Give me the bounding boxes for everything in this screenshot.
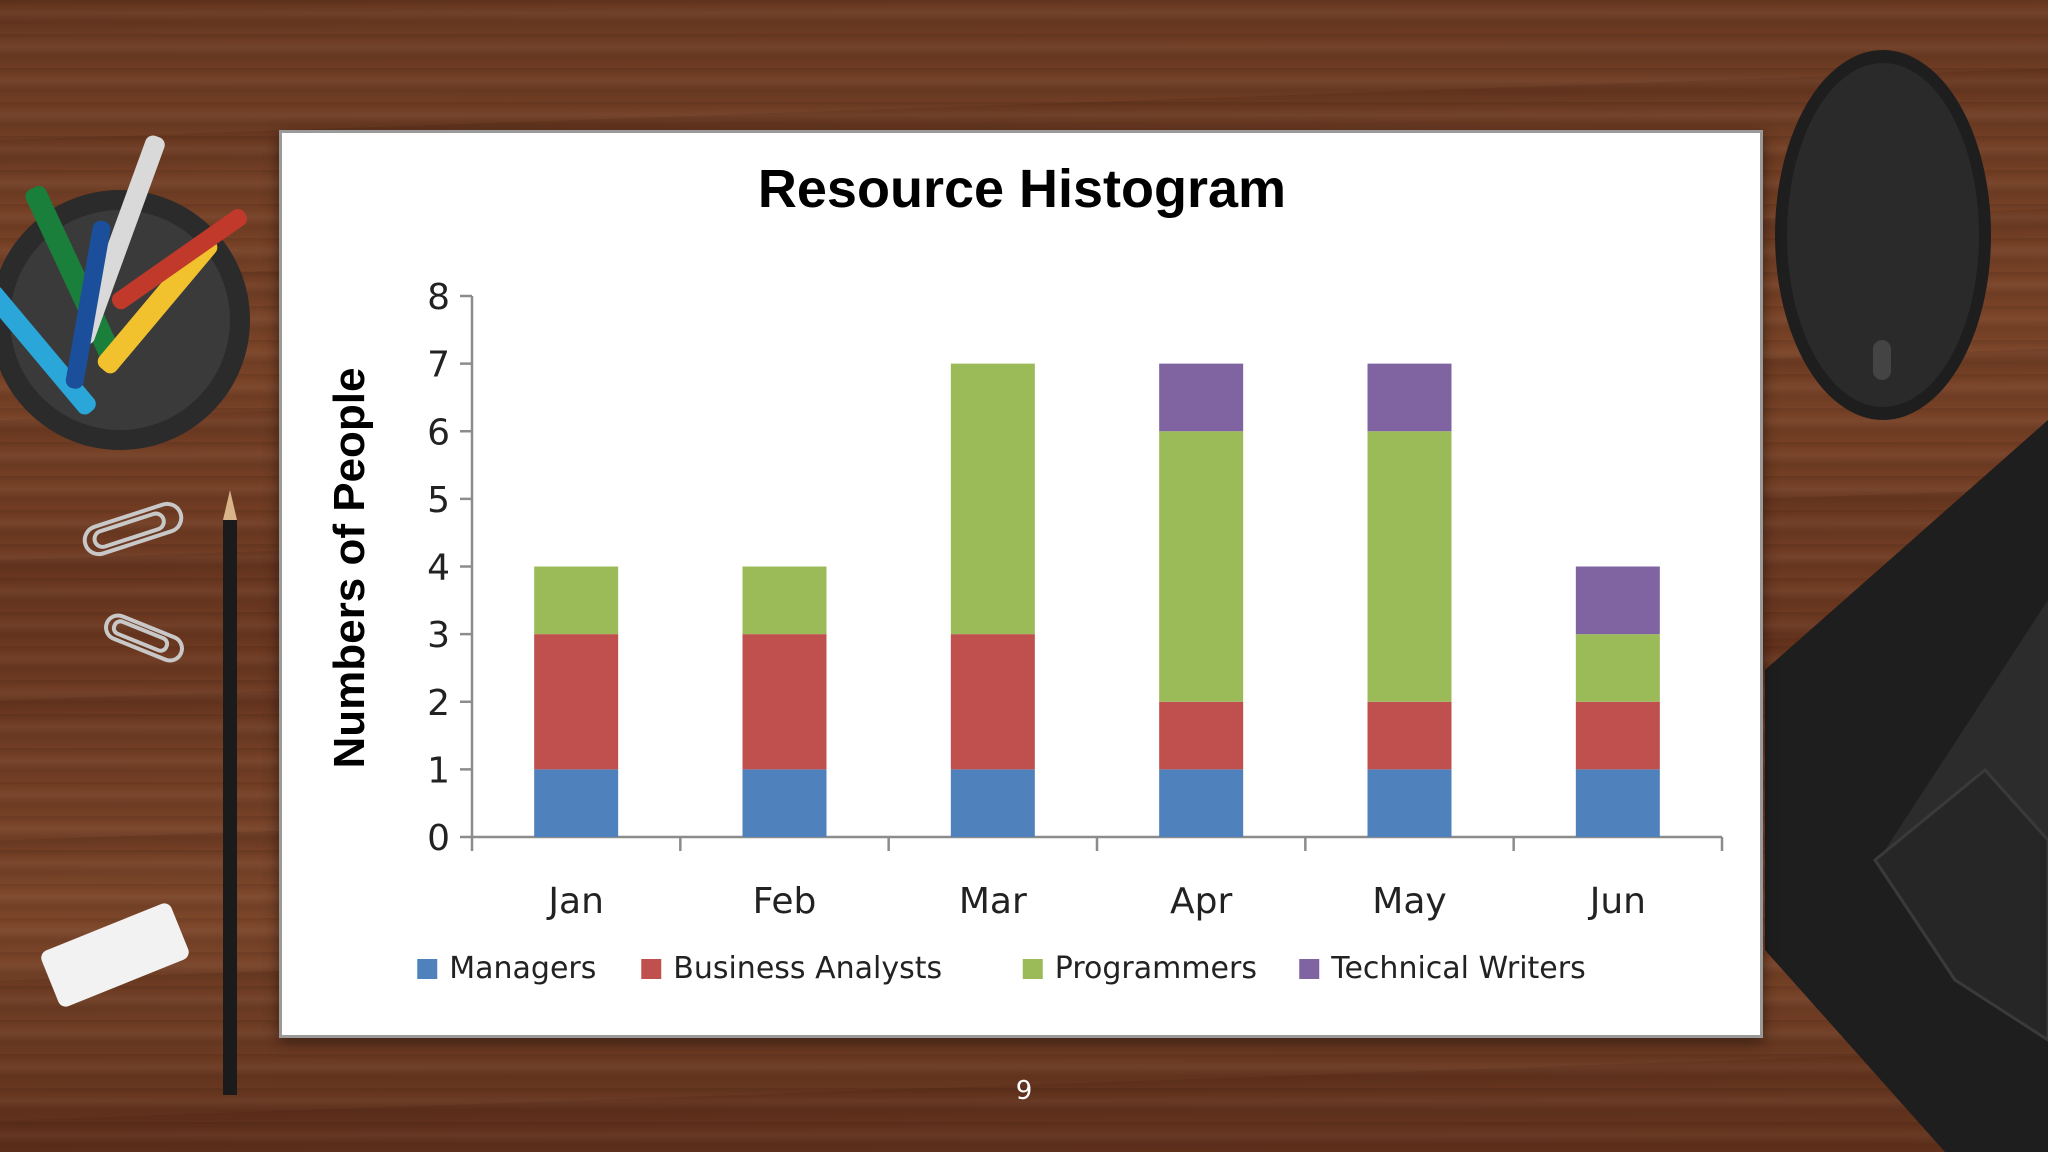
legend-swatch — [417, 959, 438, 979]
y-tick-label: 5 — [427, 480, 450, 521]
bar-segment-programmers — [950, 363, 1035, 635]
x-tick-label: Mar — [959, 881, 1027, 922]
bar-segment-technical-writers — [1575, 566, 1660, 635]
legend-label: Managers — [449, 951, 596, 986]
y-tick-label: 4 — [427, 548, 450, 589]
bar-segment-managers — [742, 769, 827, 837]
eraser-icon — [41, 903, 189, 1007]
legend-label: Business Analysts — [673, 951, 942, 986]
bar-segment-business-analysts — [1159, 701, 1244, 770]
bar-segment-managers — [534, 769, 619, 837]
y-tick-label: 6 — [427, 412, 450, 453]
legend-swatch — [1299, 959, 1320, 979]
y-tick-label: 2 — [427, 683, 450, 724]
bar-segment-business-analysts — [1575, 701, 1660, 770]
paperclip-icon — [104, 613, 184, 663]
x-tick-label: Jan — [546, 881, 604, 922]
y-tick-label: 0 — [427, 818, 450, 859]
x-tick-label: Jun — [1588, 881, 1646, 922]
resource-histogram-chart: Resource Histogram Numbers of People 0 1 2 3 4… — [325, 159, 1724, 986]
page-number: 9 — [1015, 1076, 1033, 1106]
bar-segment-business-analysts — [534, 634, 619, 770]
chart-card: Resource Histogram Numbers of People 0 1 2 3 4… — [279, 130, 1763, 1038]
bar-segment-business-analysts — [950, 634, 1035, 770]
pencil-icon — [223, 490, 237, 1095]
y-tick-label: 3 — [427, 615, 450, 656]
x-tick-label: Apr — [1170, 881, 1232, 922]
bar-segment-technical-writers — [1367, 363, 1452, 432]
y-tick-label: 8 — [427, 277, 450, 318]
bar-segment-programmers — [534, 566, 619, 635]
bar-segment-programmers — [1575, 634, 1660, 702]
x-tick-label: May — [1372, 881, 1446, 922]
bar-segment-business-analysts — [1367, 701, 1452, 770]
bar-segment-managers — [1575, 769, 1660, 837]
bar-segment-managers — [1159, 769, 1244, 837]
y-tick-label: 1 — [427, 750, 450, 791]
bar-segment-technical-writers — [1159, 363, 1244, 432]
legend-label: Programmers — [1055, 951, 1257, 986]
legend-swatch — [1022, 959, 1043, 979]
bar-segment-programmers — [742, 566, 827, 635]
legend-swatch — [641, 959, 662, 979]
y-axis-label: Numbers of People — [325, 368, 374, 769]
bar-segment-managers — [950, 769, 1035, 837]
x-tick-label: Feb — [753, 881, 817, 922]
y-tick-label: 7 — [427, 345, 450, 386]
paperclip-icon — [82, 501, 184, 557]
keyboard-icon — [1765, 420, 2048, 1152]
pen-holder-icon — [0, 135, 250, 450]
bar-segment-managers — [1367, 769, 1452, 837]
bar-segment-programmers — [1159, 431, 1244, 702]
bar-segment-business-analysts — [742, 634, 827, 770]
bar-segment-programmers — [1367, 431, 1452, 702]
chart-title: Resource Histogram — [758, 159, 1286, 219]
mouse-icon — [1775, 50, 1991, 420]
legend-label: Technical Writers — [1330, 951, 1585, 986]
